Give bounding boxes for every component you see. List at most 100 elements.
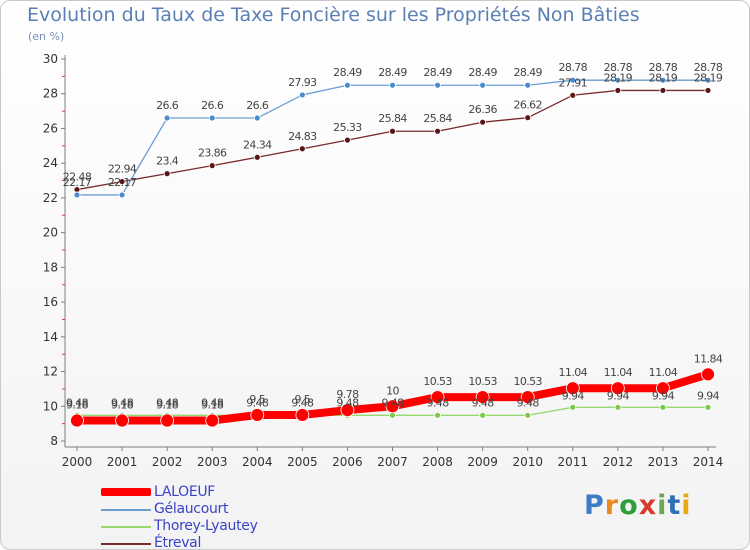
- data-label-g-laucourt: 28.78: [694, 61, 723, 74]
- data-label-g-laucourt: 28.49: [333, 66, 362, 79]
- data-label-thorey-lyautey: 9.48: [517, 396, 540, 409]
- x-tick-label: 2008: [422, 455, 453, 469]
- x-tick-label: 2002: [152, 455, 183, 469]
- point-g-laucourt: [208, 114, 216, 122]
- data-label--treval: 24.34: [243, 138, 272, 151]
- data-label-laloeuf: 11.04: [559, 366, 588, 379]
- data-label-thorey-lyautey: 9.48: [66, 396, 89, 409]
- point-laloeuf: [115, 413, 129, 428]
- legend-label-laloeuf: LALOEUF: [154, 484, 216, 500]
- point-g-laucourt: [389, 81, 396, 89]
- point-laloeuf: [701, 367, 715, 382]
- x-tick-label: 2003: [197, 455, 228, 469]
- data-label--treval: 23.86: [198, 147, 227, 160]
- data-label-laloeuf: 9.78: [336, 388, 359, 401]
- data-label-laloeuf: 10: [386, 384, 399, 397]
- legend-swatch-thorey-lyautey: [101, 526, 151, 528]
- point-laloeuf: [520, 390, 535, 404]
- point-thorey-lyautey: [704, 403, 712, 411]
- data-label-g-laucourt: 22.17: [63, 176, 92, 189]
- point--treval: [434, 127, 441, 135]
- point-thorey-lyautey: [524, 411, 532, 419]
- data-label--treval: 25.33: [333, 121, 362, 134]
- x-tick-label: 2001: [107, 455, 138, 469]
- data-label-g-laucourt: 28.78: [604, 61, 633, 74]
- series-line-g-laucourt: [76, 79, 709, 196]
- x-tick-label: 2010: [512, 455, 543, 469]
- point-g-laucourt: [73, 191, 81, 199]
- point-g-laucourt: [344, 81, 351, 89]
- data-label-laloeuf: 9.5: [249, 393, 265, 406]
- unit-label: (en %): [28, 30, 65, 43]
- y-tick-label: 22: [43, 191, 58, 205]
- x-tick-label: 2012: [603, 455, 634, 469]
- point--treval: [298, 145, 306, 153]
- point--treval: [344, 136, 351, 144]
- x-tick-label: 2006: [332, 455, 363, 469]
- point-laloeuf: [205, 413, 220, 428]
- y-tick-label: 26: [43, 121, 58, 135]
- point-thorey-lyautey: [479, 411, 487, 419]
- point-g-laucourt: [118, 191, 126, 199]
- y-tick-label: 12: [43, 365, 58, 379]
- data-label-thorey-lyautey: 9.48: [246, 396, 269, 409]
- point-g-laucourt: [434, 81, 441, 89]
- data-label-thorey-lyautey: 9.94: [562, 389, 585, 402]
- data-label-g-laucourt: 28.49: [513, 66, 542, 79]
- x-tick-label: 2011: [558, 455, 589, 469]
- data-label-laloeuf: 9.18: [201, 399, 224, 412]
- data-label-laloeuf: 10.53: [423, 375, 452, 388]
- point-laloeuf: [565, 381, 580, 396]
- data-label-g-laucourt: 28.49: [423, 66, 452, 79]
- point-laloeuf: [70, 413, 84, 428]
- x-tick-label: 2007: [377, 455, 408, 469]
- point-laloeuf: [385, 399, 400, 414]
- point-g-laucourt: [163, 114, 171, 122]
- point-laloeuf: [295, 408, 310, 422]
- data-label--treval: 25.84: [378, 112, 407, 125]
- point-laloeuf: [430, 390, 445, 404]
- legend-label-gelaucourt: Gélaucourt: [154, 501, 229, 517]
- point--treval: [704, 87, 712, 94]
- point-g-laucourt: [569, 76, 577, 84]
- legend-label-etreval: Étreval: [154, 535, 202, 550]
- point-g-laucourt: [614, 76, 622, 84]
- data-label-g-laucourt: 26.6: [201, 99, 224, 112]
- logo-letter: r: [604, 490, 620, 521]
- point-thorey-lyautey: [434, 411, 441, 419]
- data-label-g-laucourt: 26.6: [246, 99, 269, 112]
- data-label-g-laucourt: 28.49: [378, 66, 407, 79]
- data-label-thorey-lyautey: 9.48: [427, 396, 450, 409]
- point--treval: [253, 153, 261, 161]
- x-tick-label: 2000: [62, 455, 93, 469]
- y-tick-label: 30: [43, 52, 58, 66]
- logo-letter: t: [667, 490, 682, 521]
- data-label--treval: 24.83: [288, 130, 317, 143]
- point-thorey-lyautey: [389, 411, 396, 419]
- data-label-thorey-lyautey: 9.94: [652, 389, 675, 402]
- y-tick-label: 20: [43, 226, 58, 240]
- y-tick-label: 10: [43, 399, 58, 413]
- point-laloeuf: [250, 408, 265, 422]
- data-label-g-laucourt: 26.6: [156, 99, 179, 112]
- data-label--treval: 25.84: [423, 112, 452, 125]
- data-label-g-laucourt: 27.93: [288, 76, 317, 89]
- data-label-thorey-lyautey: 9.48: [336, 396, 359, 409]
- point--treval: [118, 178, 126, 185]
- x-tick-label: 2005: [287, 455, 318, 469]
- logo-letter: x: [638, 490, 658, 521]
- x-tick-label: 2013: [648, 455, 679, 469]
- y-tick-label: 14: [43, 330, 58, 344]
- y-tick-label: 8: [50, 434, 58, 448]
- data-label-laloeuf: 10.53: [468, 375, 497, 388]
- y-tick-label: 24: [43, 156, 58, 170]
- data-label--treval: 28.19: [694, 71, 723, 84]
- data-label--treval: 26.36: [468, 103, 497, 116]
- point--treval: [569, 91, 577, 99]
- point--treval: [389, 127, 396, 135]
- point-laloeuf: [160, 413, 175, 428]
- legend-label-thorey-lyautey: Thorey-Lyautey: [154, 518, 258, 534]
- data-label-g-laucourt: 28.78: [649, 61, 678, 74]
- data-label--treval: 28.19: [649, 71, 678, 84]
